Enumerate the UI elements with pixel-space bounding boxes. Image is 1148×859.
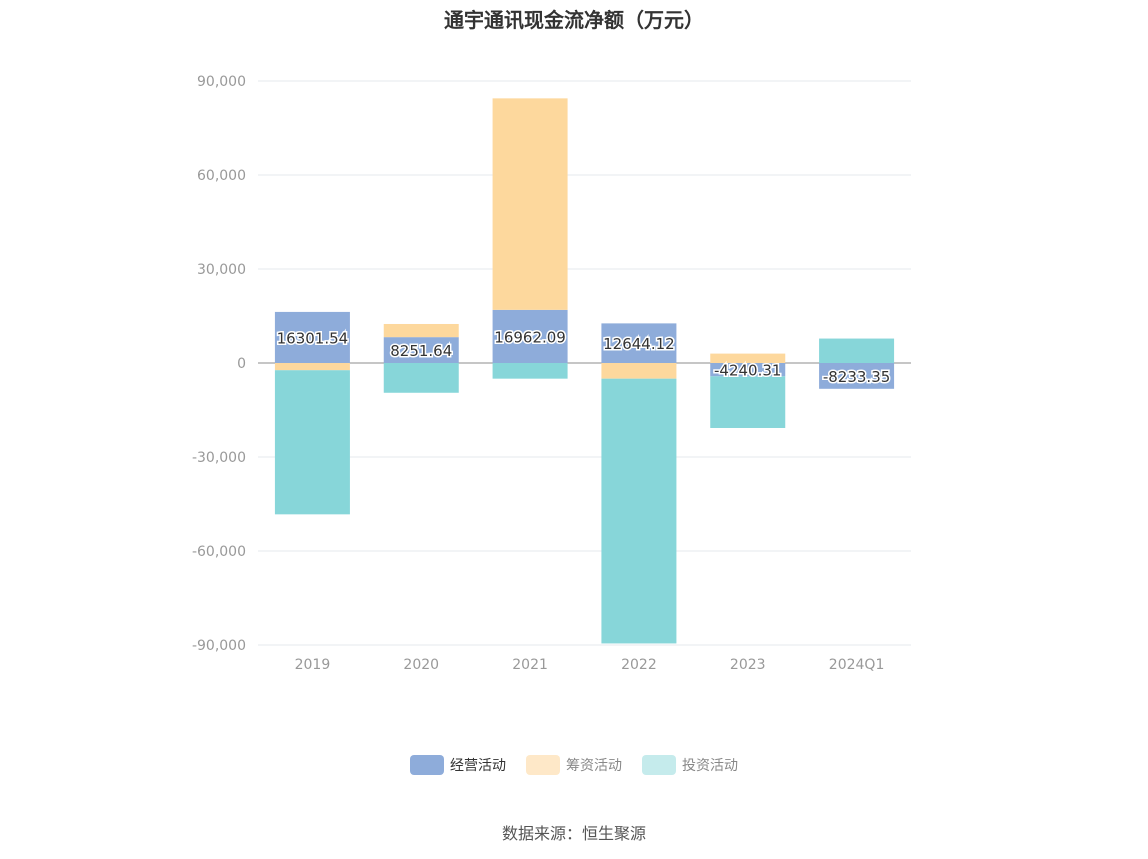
- x-tick-label: 2023: [730, 657, 766, 673]
- legend-item-investing[interactable]: 投资活动: [642, 755, 738, 775]
- data-label: -4240.31: [714, 362, 781, 380]
- data-label: 12644.12: [603, 335, 675, 353]
- legend-item-operating[interactable]: 经营活动: [410, 755, 506, 775]
- bar-0-2020: [383, 337, 459, 363]
- data-label: 16301.54: [277, 329, 349, 347]
- x-tick-label: 2024Q1: [829, 657, 885, 673]
- data-label: -8233.35: [823, 368, 890, 386]
- y-tick-label: -90,000: [192, 638, 246, 654]
- bar-0-2019: [274, 311, 350, 363]
- bar-1-2020: [383, 323, 459, 338]
- bar-2-2024Q1: [819, 338, 895, 363]
- bar-1-2023: [710, 353, 786, 363]
- y-tick-label: -30,000: [192, 450, 246, 466]
- x-tick-label: 2022: [621, 657, 657, 673]
- legend-label-financing: 筹资活动: [566, 758, 622, 774]
- bar-0-2022: [601, 323, 677, 363]
- y-tick-label: -60,000: [192, 544, 246, 560]
- x-tick-label: 2020: [403, 657, 439, 673]
- legend: 经营活动 筹资活动 投资活动: [0, 755, 1148, 775]
- legend-swatch-financing: [526, 755, 560, 775]
- bar-2-2019: [274, 370, 350, 515]
- bar-2-2023: [710, 376, 786, 428]
- y-tick-label: 0: [237, 356, 246, 372]
- data-source: 数据来源：恒生聚源: [501, 824, 646, 843]
- legend-swatch-operating: [410, 755, 444, 775]
- x-tick-label: 2021: [512, 657, 548, 673]
- legend-swatch-investing: [642, 755, 676, 775]
- bar-2-2022: [601, 378, 677, 644]
- bar-0-2024Q1: [819, 363, 895, 389]
- bar-2-2021: [492, 363, 568, 379]
- bar-0-2023: [710, 363, 786, 377]
- y-tick-label: 30,000: [197, 262, 246, 278]
- legend-label-operating: 经营活动: [450, 758, 506, 774]
- x-tick-label: 2019: [295, 657, 331, 673]
- y-tick-label: 90,000: [197, 74, 246, 90]
- bar-1-2021: [492, 98, 568, 310]
- data-label: 8251.64: [390, 342, 452, 360]
- chart-title: 通宇通讯现金流净额（万元）: [444, 8, 704, 32]
- legend-item-financing[interactable]: 筹资活动: [526, 755, 622, 775]
- y-tick-label: 60,000: [197, 168, 246, 184]
- legend-label-investing: 投资活动: [682, 758, 738, 774]
- bar-1-2022: [601, 363, 677, 379]
- data-label: 16962.09: [494, 328, 566, 346]
- bar-2-2020: [383, 363, 459, 393]
- bar-1-2019: [274, 363, 350, 371]
- bar-0-2021: [492, 309, 568, 363]
